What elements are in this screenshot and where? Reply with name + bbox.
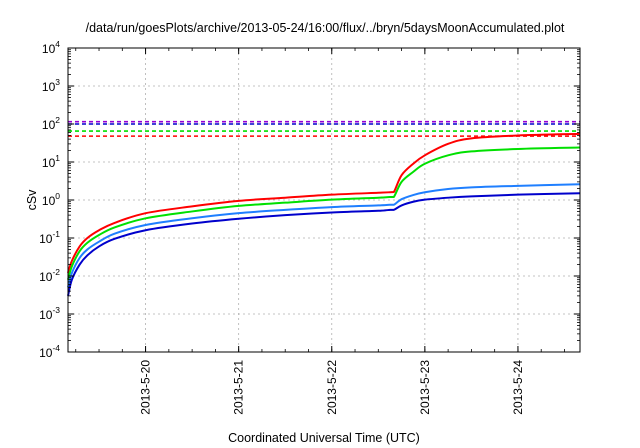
x-tick-label: 2013-5-24	[511, 360, 525, 415]
y-tick-label: 10-1	[39, 229, 60, 246]
y-tick-label: 10-2	[39, 267, 60, 284]
x-axis-label: Coordinated Universal Time (UTC)	[228, 431, 420, 445]
y-axis-ticks: 10-4 10-3 10-2 10-1 100 101 102 103 104	[39, 39, 580, 360]
series-line	[67, 146, 581, 280]
y-tick-label: 104	[42, 39, 60, 56]
y-tick-label: 101	[42, 153, 60, 170]
y-axis-label: cSv	[25, 189, 39, 211]
chart-title: /data/run/goesPlots/archive/2013-05-24/1…	[86, 21, 565, 35]
series-line	[67, 132, 581, 274]
x-tick-label: 2013-5-20	[139, 360, 153, 415]
y-tick-label: 10-4	[39, 343, 60, 360]
series-line	[67, 192, 581, 297]
y-tick-label: 102	[42, 115, 60, 132]
series-lines	[67, 132, 581, 297]
x-tick-label: 2013-5-23	[418, 360, 432, 415]
x-tick-label: 2013-5-22	[325, 360, 339, 415]
x-tick-label: 2013-5-21	[232, 360, 246, 415]
y-tick-label: 100	[42, 191, 60, 208]
y-tick-label: 103	[42, 77, 60, 94]
y-tick-label: 10-3	[39, 305, 60, 322]
reference-lines	[68, 120, 580, 137]
x-axis-ticks: 2013-5-20 2013-5-21 2013-5-22 2013-5-23 2013…	[75, 48, 565, 415]
series-line	[67, 183, 581, 288]
